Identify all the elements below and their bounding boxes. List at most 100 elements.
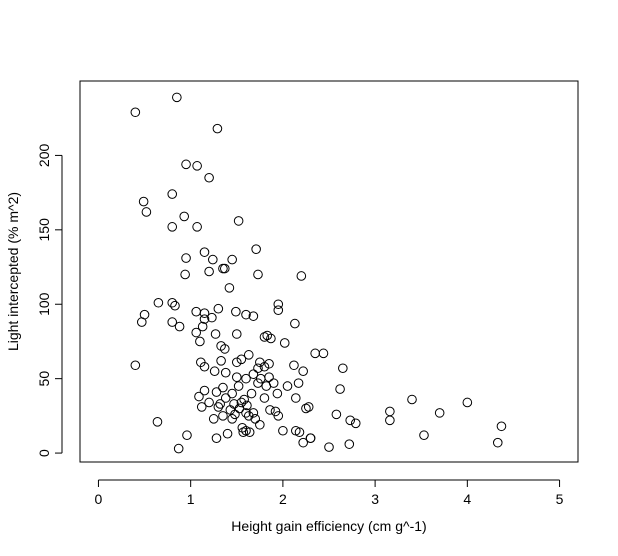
data-point — [197, 321, 208, 332]
y-tick-label: 200 — [36, 144, 52, 168]
data-point — [167, 189, 178, 199]
x-tick-label: 3 — [371, 491, 379, 507]
data-point — [236, 397, 247, 408]
data-point — [231, 329, 242, 339]
data-point — [278, 425, 288, 436]
data-point — [335, 384, 345, 394]
data-point — [255, 419, 265, 430]
data-point — [434, 408, 445, 418]
data-point — [231, 306, 241, 317]
data-point — [264, 372, 274, 382]
data-point — [261, 381, 272, 391]
data-point — [227, 414, 237, 424]
data-point — [170, 300, 180, 311]
data-point — [303, 402, 314, 412]
data-point — [243, 350, 254, 360]
data-point — [215, 399, 225, 409]
data-point — [179, 211, 190, 222]
data-point — [273, 411, 284, 421]
data-point — [301, 403, 311, 414]
data-point — [172, 92, 182, 103]
data-point — [233, 381, 244, 391]
data-point — [218, 263, 228, 274]
data-point — [209, 366, 220, 377]
data-point — [253, 363, 263, 374]
data-point — [265, 405, 275, 415]
data-point — [211, 387, 222, 397]
data-point — [331, 409, 342, 420]
data-point — [310, 348, 320, 359]
data-point — [174, 321, 185, 332]
data-point — [259, 393, 270, 403]
data-point — [207, 312, 217, 323]
data-point — [195, 336, 205, 347]
data-point — [273, 305, 284, 315]
data-point — [204, 266, 214, 277]
x-tick-label: 4 — [463, 491, 471, 507]
y-axis: 0 50 100 150 200 — [36, 144, 63, 457]
data-point — [136, 317, 147, 327]
data-point — [244, 427, 255, 438]
data-point — [224, 283, 235, 293]
data-point — [220, 367, 231, 378]
data-point — [208, 414, 219, 424]
data-point — [213, 402, 224, 412]
data-point — [241, 373, 251, 384]
data-point — [273, 299, 284, 310]
data-point — [385, 406, 395, 417]
data-point — [243, 411, 254, 421]
data-point — [241, 408, 251, 418]
data-point — [138, 196, 149, 207]
data-point — [344, 439, 355, 449]
data-point — [167, 297, 178, 308]
data-point — [218, 382, 228, 393]
y-axis-title: Light intercepted (% m^2) — [5, 192, 21, 351]
data-point — [231, 372, 242, 382]
data-point — [272, 388, 283, 399]
x-axis-title: Height gain efficiency (cm g^-1) — [231, 518, 426, 534]
data-point — [182, 430, 192, 441]
data-point — [216, 355, 226, 366]
data-point — [345, 415, 356, 426]
data-point — [324, 442, 334, 452]
data-point — [130, 360, 141, 371]
data-point — [385, 415, 395, 426]
data-point — [238, 427, 249, 438]
x-axis: 0 1 2 3 4 5 — [95, 479, 564, 507]
data-point — [199, 247, 210, 257]
data-point — [294, 427, 305, 438]
data-point — [152, 417, 163, 427]
data-point — [192, 161, 202, 171]
data-point — [291, 393, 301, 403]
data-point — [210, 329, 221, 339]
data-point — [220, 393, 231, 403]
data-point — [211, 433, 222, 443]
data-point — [279, 338, 290, 348]
y-tick-label: 100 — [36, 292, 52, 316]
data-point — [253, 378, 263, 388]
data-point — [167, 222, 178, 232]
data-point — [204, 172, 214, 183]
data-point — [492, 437, 503, 448]
data-point — [222, 428, 233, 439]
data-point — [234, 403, 245, 414]
data-point — [231, 357, 242, 368]
y-tick-label: 0 — [36, 449, 52, 457]
data-point — [253, 269, 263, 280]
data-point — [462, 397, 473, 408]
data-point — [248, 311, 259, 321]
data-point — [219, 263, 230, 274]
data-point — [241, 309, 251, 320]
data-point — [251, 244, 261, 254]
data-point — [318, 348, 329, 359]
data-point — [290, 318, 300, 329]
x-tick-label: 2 — [279, 491, 287, 507]
data-point — [419, 430, 429, 441]
data-point — [191, 327, 201, 338]
x-tick-label: 0 — [95, 491, 103, 507]
data-point — [264, 358, 274, 369]
x-tick-label: 1 — [187, 491, 195, 507]
data-point — [282, 381, 293, 391]
data-point — [350, 418, 361, 429]
data-point — [199, 308, 210, 318]
